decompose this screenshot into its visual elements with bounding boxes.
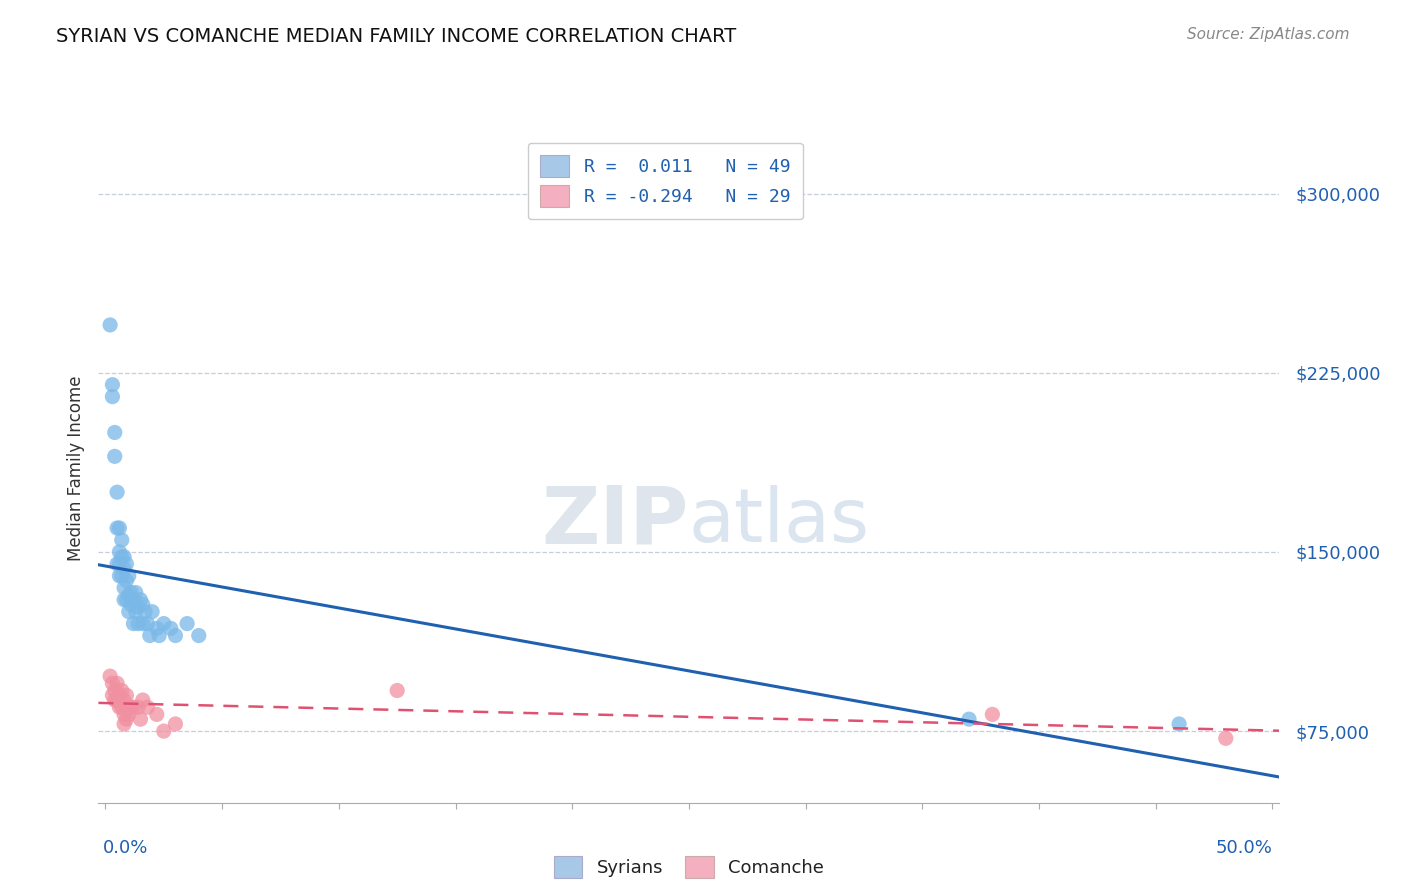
Point — [125, 605, 148, 619]
Point — [108, 569, 131, 583]
Point — [132, 693, 155, 707]
Point — [139, 628, 162, 642]
Point — [111, 683, 134, 698]
Point — [957, 712, 980, 726]
Point — [105, 521, 128, 535]
Point — [108, 557, 131, 571]
Text: 50.0%: 50.0% — [1216, 838, 1272, 856]
Point — [120, 585, 142, 599]
Text: 0.0%: 0.0% — [103, 838, 149, 856]
Point — [111, 700, 134, 714]
Point — [98, 318, 121, 332]
Text: ZIP: ZIP — [541, 483, 689, 561]
Point — [115, 592, 138, 607]
Point — [115, 574, 138, 588]
Point — [108, 700, 131, 714]
Point — [112, 693, 135, 707]
Point — [101, 390, 124, 404]
Point — [118, 588, 141, 602]
Point — [115, 688, 138, 702]
Point — [981, 707, 1004, 722]
Point — [120, 598, 142, 612]
Point — [136, 616, 159, 631]
Point — [112, 549, 135, 564]
Point — [118, 707, 141, 722]
Point — [111, 533, 134, 547]
Point — [104, 425, 127, 440]
Point — [187, 628, 209, 642]
Point — [148, 628, 170, 642]
Point — [112, 581, 135, 595]
Point — [141, 605, 163, 619]
Point — [159, 621, 181, 635]
Point — [120, 700, 142, 714]
Point — [127, 700, 149, 714]
Point — [105, 676, 128, 690]
Point — [122, 616, 145, 631]
Point — [134, 605, 156, 619]
Point — [104, 683, 127, 698]
Point — [111, 549, 134, 564]
Point — [105, 693, 128, 707]
Point — [108, 545, 131, 559]
Point — [146, 621, 169, 635]
Point — [1215, 731, 1237, 746]
Y-axis label: Median Family Income: Median Family Income — [66, 376, 84, 561]
Point — [165, 628, 187, 642]
Point — [132, 598, 155, 612]
Point — [104, 450, 127, 464]
Point — [127, 616, 149, 631]
Point — [111, 569, 134, 583]
Point — [118, 605, 141, 619]
Point — [112, 717, 135, 731]
Point — [104, 693, 127, 707]
Point — [125, 585, 148, 599]
Point — [129, 712, 152, 726]
Point — [127, 599, 149, 614]
Point — [115, 557, 138, 571]
Point — [122, 592, 145, 607]
Point — [98, 669, 121, 683]
Point — [152, 724, 174, 739]
Point — [101, 676, 124, 690]
Point — [176, 616, 198, 631]
Point — [115, 712, 138, 726]
Point — [112, 592, 135, 607]
Point — [118, 569, 141, 583]
Text: atlas: atlas — [689, 485, 870, 558]
Point — [129, 592, 152, 607]
Point — [105, 485, 128, 500]
Point — [101, 377, 124, 392]
Point — [112, 562, 135, 576]
Point — [136, 700, 159, 714]
Point — [132, 616, 155, 631]
Point — [385, 683, 408, 698]
Point — [165, 717, 187, 731]
Point — [122, 700, 145, 714]
Point — [108, 688, 131, 702]
Point — [1168, 717, 1191, 731]
Point — [112, 707, 135, 722]
Text: SYRIAN VS COMANCHE MEDIAN FAMILY INCOME CORRELATION CHART: SYRIAN VS COMANCHE MEDIAN FAMILY INCOME … — [56, 27, 737, 45]
Point — [101, 688, 124, 702]
Legend: Syrians, Comanche: Syrians, Comanche — [544, 847, 834, 888]
Text: Source: ZipAtlas.com: Source: ZipAtlas.com — [1187, 27, 1350, 42]
Point — [108, 521, 131, 535]
Point — [105, 557, 128, 571]
Point — [146, 707, 169, 722]
Point — [152, 616, 174, 631]
